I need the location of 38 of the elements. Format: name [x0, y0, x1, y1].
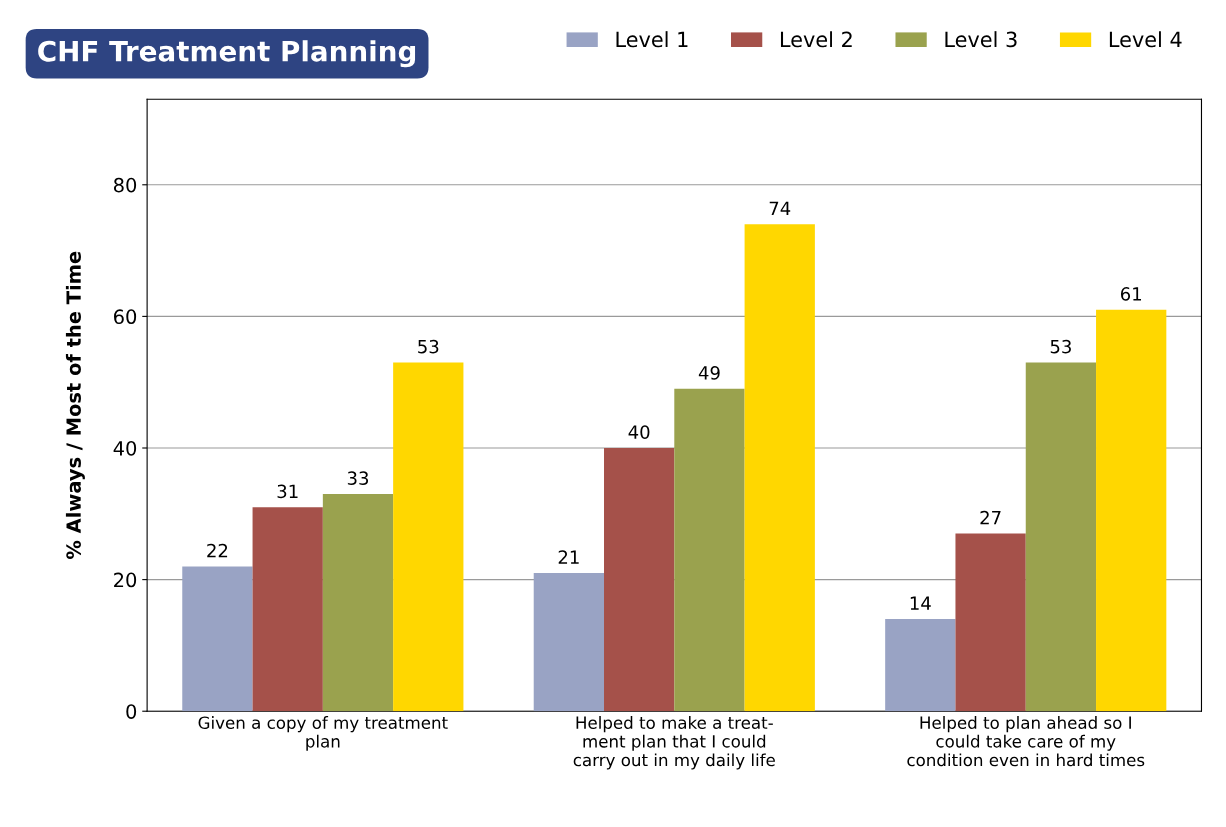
bar — [1096, 309, 1167, 712]
data-label: 53 — [1050, 339, 1071, 354]
bar — [744, 224, 815, 712]
bar — [604, 448, 675, 712]
chart-title: CHF Treatment Planning — [38, 40, 416, 68]
bar — [322, 494, 394, 712]
bar — [674, 388, 745, 712]
y-tick-label: 80 — [113, 177, 137, 193]
data-label: 21 — [558, 550, 579, 564]
bar — [955, 533, 1026, 712]
bar — [533, 573, 605, 712]
bar — [182, 566, 253, 712]
x-tick-label: Helped to make a treat- ment plan that I could carry out in my daily life — [573, 716, 775, 770]
data-label: 31 — [277, 484, 298, 499]
x-tick-label: Helped to plan ahead so I could take care of my condition even in hard times — [907, 716, 1145, 767]
data-label: 49 — [698, 366, 720, 380]
legend-label: Level 3 — [945, 31, 1017, 48]
bar — [1025, 362, 1097, 712]
data-label: 74 — [769, 201, 791, 215]
data-label: 61 — [1120, 287, 1142, 301]
data-label: 14 — [910, 596, 931, 610]
data-label: 22 — [207, 543, 228, 558]
bar — [252, 507, 323, 712]
y-axis-title: % Always / Most of the Time — [65, 251, 85, 559]
data-label: 40 — [628, 425, 650, 439]
bar — [393, 362, 464, 712]
y-tick-label: 0 — [126, 704, 137, 719]
y-tick-label: 40 — [113, 440, 137, 456]
data-label: 53 — [418, 339, 439, 354]
legend-label: Level 2 — [780, 31, 852, 48]
x-tick-label: Given a copy of my treatment plan — [198, 716, 448, 751]
legend-label: Level 1 — [616, 31, 688, 48]
legend-label: Level 4 — [1109, 31, 1182, 48]
y-tick-label: 60 — [114, 309, 137, 325]
bar — [885, 619, 956, 712]
data-label: 33 — [347, 471, 369, 486]
y-tick-label: 20 — [114, 572, 137, 588]
data-label: 27 — [980, 510, 1001, 525]
